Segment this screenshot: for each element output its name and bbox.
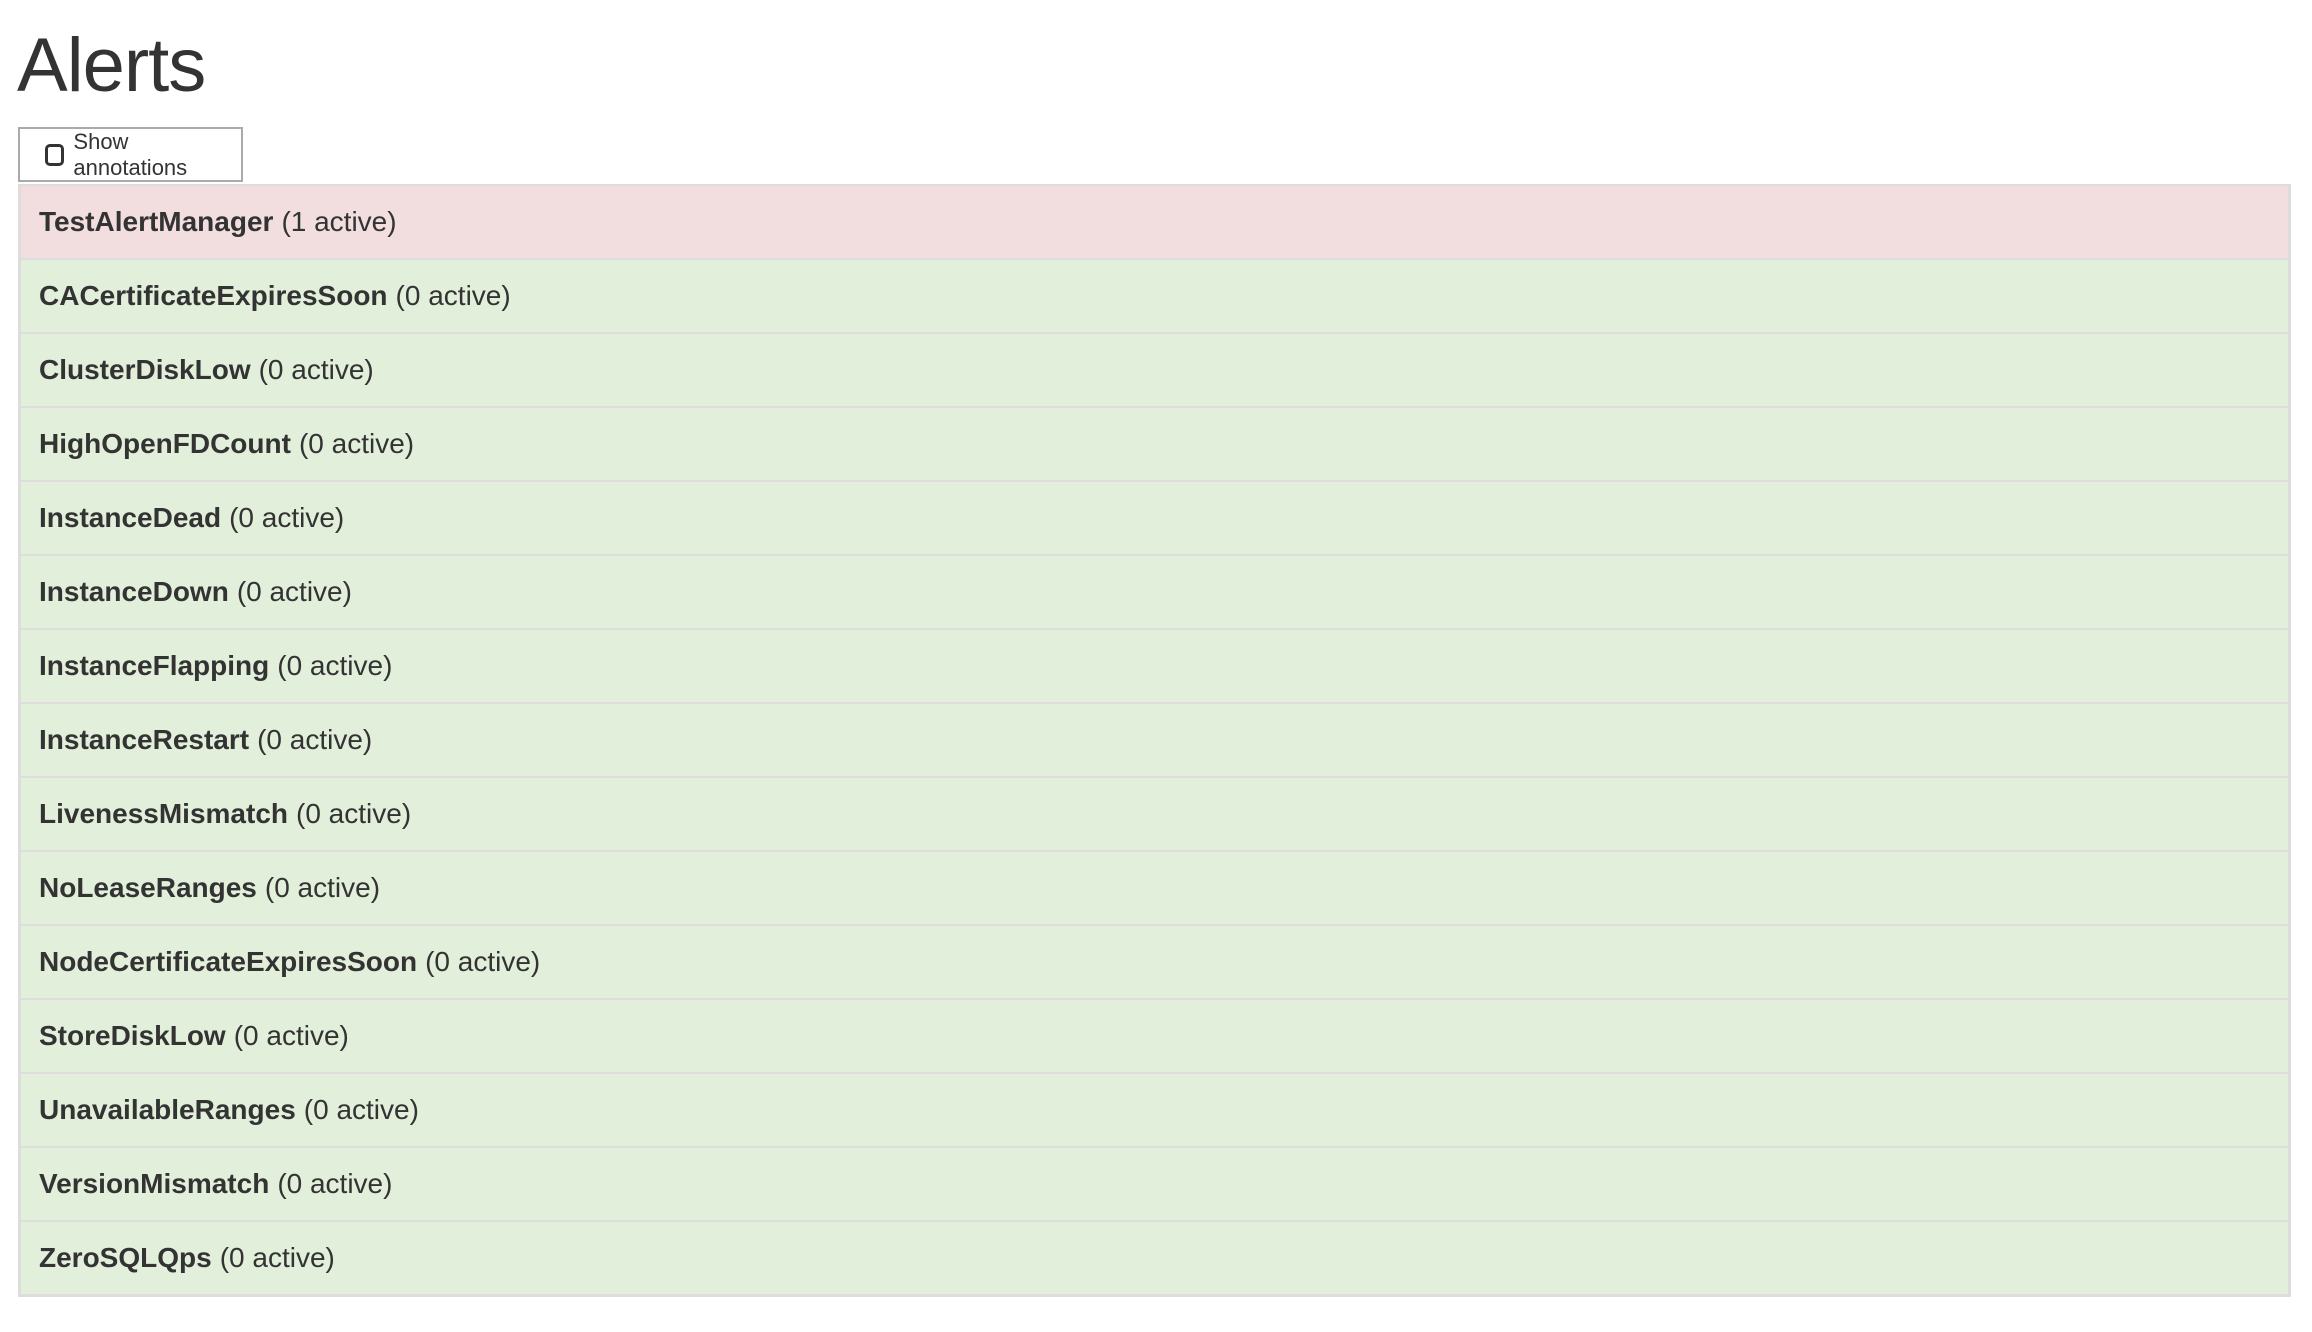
- alert-active-count: (1 active): [281, 206, 397, 237]
- alert-active-count: (0 active): [296, 798, 412, 829]
- alert-active-count: (0 active): [277, 650, 393, 681]
- alert-row[interactable]: ZeroSQLQps (0 active): [21, 1220, 2288, 1294]
- alert-row[interactable]: TestAlertManager (1 active): [21, 184, 2288, 258]
- checkbox-icon[interactable]: [45, 143, 65, 166]
- alert-active-count: (0 active): [229, 502, 345, 533]
- alert-name: LivenessMismatch: [39, 798, 288, 829]
- alert-active-count: (0 active): [219, 1242, 335, 1273]
- alert-row[interactable]: InstanceDead (0 active): [21, 480, 2288, 554]
- alert-name: UnavailableRanges: [39, 1094, 296, 1125]
- alert-active-count: (0 active): [257, 724, 373, 755]
- alert-name: InstanceDead: [39, 502, 222, 533]
- alert-row[interactable]: InstanceDown (0 active): [21, 554, 2288, 628]
- alert-name: InstanceRestart: [39, 724, 250, 755]
- alert-name: HighOpenFDCount: [39, 428, 291, 459]
- alert-active-count: (0 active): [425, 946, 541, 977]
- alert-active-count: (0 active): [277, 1168, 393, 1199]
- alert-active-count: (0 active): [298, 428, 415, 459]
- alert-row[interactable]: ClusterDiskLow (0 active): [21, 332, 2288, 406]
- alert-row[interactable]: LivenessMismatch (0 active): [21, 776, 2288, 850]
- page-title: Alerts: [17, 23, 206, 108]
- alert-active-count: (0 active): [258, 354, 374, 385]
- alert-row[interactable]: VersionMismatch (0 active): [21, 1146, 2288, 1220]
- alert-row[interactable]: InstanceFlapping (0 active): [21, 628, 2288, 702]
- alert-row[interactable]: NoLeaseRanges (0 active): [21, 850, 2288, 924]
- alert-active-count: (0 active): [303, 1094, 419, 1125]
- alert-name: ClusterDiskLow: [39, 354, 251, 385]
- show-annotations-label: Show annotations: [73, 128, 188, 180]
- alert-name: InstanceFlapping: [39, 650, 270, 681]
- alert-name: StoreDiskLow: [39, 1020, 226, 1051]
- alert-name: NodeCertificateExpiresSoon: [39, 946, 418, 977]
- alert-row[interactable]: HighOpenFDCount (0 active): [21, 406, 2288, 480]
- alert-row[interactable]: StoreDiskLow (0 active): [21, 998, 2288, 1072]
- alert-name: TestAlertManager: [39, 206, 274, 237]
- alert-active-count: (0 active): [395, 280, 511, 311]
- alert-active-count: (0 active): [264, 872, 381, 903]
- alert-row[interactable]: CACertificateExpiresSoon (0 active): [21, 258, 2288, 332]
- alert-row[interactable]: NodeCertificateExpiresSoon (0 active): [21, 924, 2288, 998]
- alert-name: CACertificateExpiresSoon: [39, 280, 388, 311]
- alert-name: VersionMismatch: [39, 1168, 270, 1199]
- alert-name: ZeroSQLQps: [39, 1242, 212, 1273]
- alert-row[interactable]: UnavailableRanges (0 active): [21, 1072, 2288, 1146]
- alert-name: NoLeaseRanges: [39, 872, 257, 903]
- show-annotations-toggle[interactable]: Show annotations: [18, 127, 243, 182]
- alert-active-count: (0 active): [236, 576, 352, 607]
- alert-active-count: (0 active): [233, 1020, 349, 1051]
- alert-name: InstanceDown: [39, 576, 229, 607]
- alert-list: TestAlertManager (1 active) CACertificateE…: [18, 184, 2291, 1297]
- alert-row[interactable]: InstanceRestart (0 active): [21, 702, 2288, 776]
